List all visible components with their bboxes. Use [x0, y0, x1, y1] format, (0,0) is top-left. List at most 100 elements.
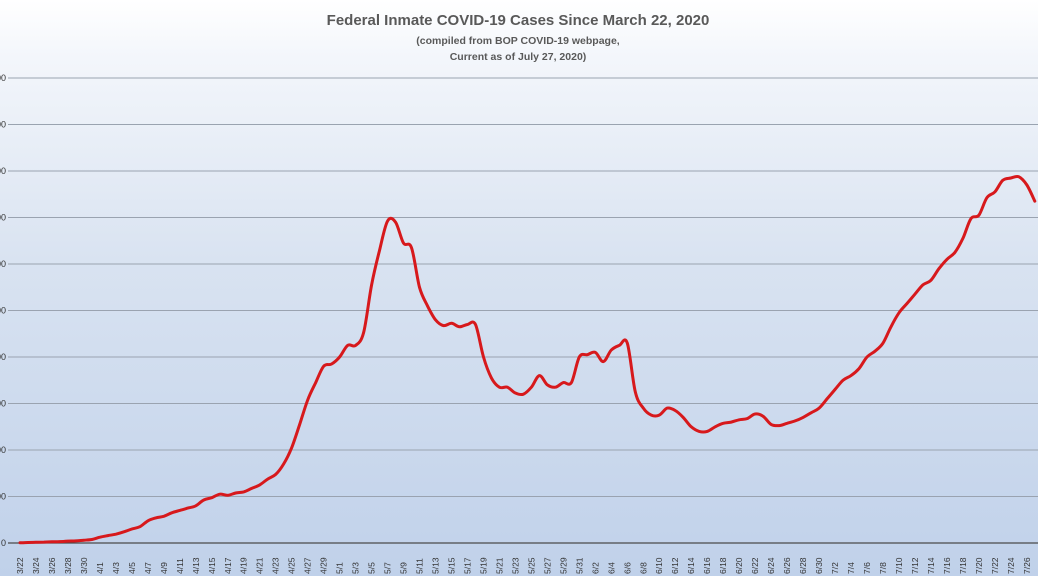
y-tick-label: 600 — [0, 399, 6, 409]
data-point — [90, 538, 94, 541]
data-point — [833, 388, 837, 391]
x-tick-label: 6/22 — [750, 557, 760, 574]
y-tick-label: 400 — [0, 445, 6, 455]
data-point — [562, 381, 565, 384]
data-point — [466, 323, 469, 326]
data-point — [626, 341, 629, 345]
data-point — [674, 409, 677, 412]
data-point — [530, 386, 533, 389]
data-point — [370, 283, 373, 287]
data-point — [202, 498, 205, 502]
data-point — [745, 417, 749, 420]
data-point — [961, 237, 965, 240]
data-point — [418, 286, 421, 289]
data-point — [130, 527, 134, 531]
data-point — [18, 541, 22, 544]
data-point — [714, 425, 717, 428]
x-tick-label: 7/22 — [990, 557, 1000, 574]
x-tick-label: 6/26 — [782, 557, 792, 574]
x-tick-label: 5/7 — [383, 562, 393, 574]
data-point — [993, 190, 997, 194]
data-point — [442, 324, 445, 327]
x-tick-label: 7/18 — [958, 557, 968, 574]
chart-subtitle-line-2: Current as of July 27, 2020) — [450, 51, 587, 63]
data-point — [194, 504, 197, 507]
data-point — [218, 493, 221, 496]
x-tick-label: 4/29 — [319, 557, 329, 574]
data-point — [330, 362, 333, 366]
x-tick-label: 6/30 — [814, 557, 824, 574]
data-point — [730, 420, 733, 424]
data-point — [186, 506, 189, 510]
x-tick-label: 4/21 — [255, 557, 265, 574]
x-tick-label: 6/2 — [590, 562, 600, 574]
y-tick-label: 200 — [0, 492, 6, 502]
x-tick-label: 7/24 — [1006, 557, 1016, 574]
data-point — [634, 390, 637, 394]
data-point — [913, 293, 917, 296]
data-point — [793, 419, 797, 423]
data-point — [937, 267, 941, 270]
y-tick-label: 1000 — [0, 306, 6, 316]
data-point — [857, 367, 861, 370]
x-tick-label: 3/26 — [47, 557, 57, 574]
x-tick-label: 6/4 — [606, 562, 616, 574]
data-point — [266, 477, 269, 481]
data-point — [785, 422, 789, 425]
data-point — [410, 246, 413, 249]
x-tick-label: 7/16 — [942, 557, 952, 574]
data-point — [578, 355, 581, 359]
x-tick-label: 7/26 — [1022, 557, 1032, 574]
data-point — [178, 509, 181, 512]
data-point — [602, 360, 605, 363]
data-point — [450, 322, 453, 325]
x-tick-label: 4/27 — [303, 557, 313, 574]
x-tick-label: 7/20 — [974, 557, 984, 574]
x-tick-label: 6/20 — [734, 557, 744, 574]
data-point — [250, 487, 253, 490]
data-point — [977, 214, 981, 217]
data-point — [1025, 183, 1029, 187]
x-tick-label: 5/11 — [415, 558, 425, 574]
data-point — [234, 491, 237, 495]
x-tick-label: 4/11 — [175, 558, 185, 574]
data-point — [490, 376, 493, 380]
x-tick-label: 4/9 — [159, 562, 169, 574]
data-point — [841, 379, 845, 382]
data-point — [706, 430, 709, 433]
data-point — [777, 424, 781, 427]
x-tick-label: 4/17 — [223, 557, 233, 574]
data-point — [402, 241, 405, 245]
series-layer — [18, 174, 1037, 545]
data-point — [809, 411, 813, 414]
x-tick-label: 4/3 — [111, 562, 121, 574]
data-point — [482, 355, 485, 359]
data-point — [506, 386, 509, 389]
data-point — [586, 353, 589, 356]
x-tick-label: 5/29 — [558, 557, 568, 574]
x-tick-label: 5/31 — [574, 557, 584, 574]
data-point — [817, 406, 821, 410]
x-tick-label: 5/25 — [526, 557, 536, 574]
series-line — [18, 174, 1037, 545]
x-tick-label: 6/24 — [766, 557, 776, 574]
data-point — [66, 539, 70, 543]
x-tick-label: 4/7 — [143, 562, 153, 574]
data-point — [82, 539, 86, 542]
x-tick-label: 7/6 — [862, 562, 872, 574]
x-tick-label: 5/27 — [542, 557, 552, 574]
x-tick-label: 5/3 — [351, 562, 361, 574]
x-tick-label: 6/12 — [670, 557, 680, 574]
y-tick-label: 1200 — [0, 259, 6, 269]
x-tick-label: 7/8 — [878, 562, 888, 574]
y-tick-label: 0 — [1, 538, 6, 548]
data-point — [338, 355, 341, 359]
data-point — [985, 196, 989, 199]
data-point — [849, 374, 853, 377]
data-point — [1017, 175, 1020, 178]
data-point — [722, 422, 725, 425]
x-tick-label: 4/23 — [271, 557, 281, 574]
data-point — [50, 540, 54, 543]
data-point — [610, 348, 613, 352]
